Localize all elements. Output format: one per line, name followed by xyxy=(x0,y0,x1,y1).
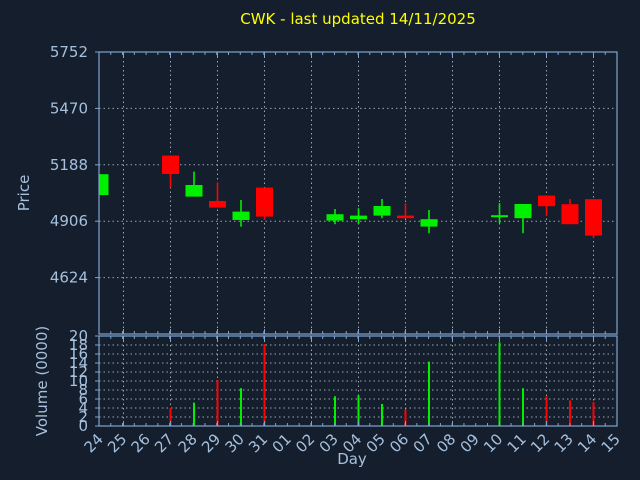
candle-body-04 xyxy=(350,215,367,220)
price-tick-5188: 5188 xyxy=(50,156,88,174)
day-tick-11: 11 xyxy=(504,430,530,456)
volume-bar-06 xyxy=(404,409,407,426)
candles xyxy=(99,155,602,239)
candle-body-03 xyxy=(326,214,344,221)
day-tick-04: 04 xyxy=(339,430,365,456)
volume-bar-03 xyxy=(334,396,336,426)
volume-bar-13 xyxy=(569,400,571,426)
volume-tick-10: 10 xyxy=(69,372,88,390)
day-tick-09: 09 xyxy=(457,430,483,456)
volume-tick-2: 2 xyxy=(78,408,88,426)
day-tick-25: 25 xyxy=(104,430,130,456)
price-tick-5470: 5470 xyxy=(50,99,88,117)
volume-bar-29 xyxy=(216,380,219,426)
day-tick-31: 31 xyxy=(245,430,271,456)
volume-tick-12: 12 xyxy=(69,363,88,381)
axes xyxy=(95,51,618,427)
candle-body-07 xyxy=(420,219,438,227)
price-tick-5752: 5752 xyxy=(50,43,88,61)
day-tick-14: 14 xyxy=(574,430,600,456)
day-tick-29: 29 xyxy=(198,430,224,456)
volume-tick-6: 6 xyxy=(78,390,88,408)
volume-bar-28 xyxy=(193,402,195,426)
price-tick-labels: 5752 5470 5188 4906 4624 xyxy=(50,43,88,287)
day-tick-01: 01 xyxy=(269,430,295,456)
day-tick-10: 10 xyxy=(480,430,506,456)
volume-bar-31 xyxy=(263,344,266,426)
volume-bar-10 xyxy=(498,342,501,426)
candle-body-29 xyxy=(209,201,226,208)
candle-body-30 xyxy=(232,211,250,220)
day-tick-06: 06 xyxy=(386,430,412,456)
candle-body-28 xyxy=(185,185,203,197)
day-tick-labels: 2425262728293031010203040506070809101112… xyxy=(81,430,624,456)
candle-body-05 xyxy=(373,206,391,216)
day-tick-03: 03 xyxy=(316,430,342,456)
volume-tick-0: 0 xyxy=(78,417,88,435)
day-axis-label: Day xyxy=(337,450,367,468)
candle-body-24 xyxy=(99,174,109,195)
volume-bar-12 xyxy=(545,396,548,426)
candle-body-13 xyxy=(561,204,579,225)
candle-body-14 xyxy=(585,199,602,236)
volume-bar-27 xyxy=(169,408,172,426)
volume-bar-14 xyxy=(592,402,595,426)
candle-body-11 xyxy=(514,204,532,219)
volume-tick-4: 4 xyxy=(78,399,88,417)
volume-tick-18: 18 xyxy=(69,336,88,354)
day-tick-30: 30 xyxy=(222,430,248,456)
day-tick-07: 07 xyxy=(410,430,436,456)
chart-title: CWK - last updated 14/11/2025 xyxy=(240,10,476,28)
volume-bar-11 xyxy=(522,388,524,426)
day-tick-13: 13 xyxy=(551,430,577,456)
volume-bar-07 xyxy=(428,361,430,426)
day-tick-05: 05 xyxy=(363,430,389,456)
day-tick-12: 12 xyxy=(527,430,553,456)
volume-tick-16: 16 xyxy=(69,345,88,363)
day-tick-02: 02 xyxy=(292,430,318,456)
day-tick-26: 26 xyxy=(128,430,154,456)
price-tick-4906: 4906 xyxy=(50,212,88,230)
price-tick-4624: 4624 xyxy=(50,269,88,287)
candle-body-06 xyxy=(397,215,414,219)
volume-tick-14: 14 xyxy=(69,354,88,372)
day-tick-08: 08 xyxy=(433,430,459,456)
day-tick-28: 28 xyxy=(175,430,201,456)
volume-bars xyxy=(169,342,595,426)
gridlines xyxy=(99,52,617,426)
candle-body-31 xyxy=(256,187,273,217)
day-tick-15: 15 xyxy=(598,430,624,456)
volume-bar-30 xyxy=(240,388,242,426)
volume-tick-8: 8 xyxy=(78,381,88,399)
candle-body-10 xyxy=(491,215,508,218)
volume-bar-04 xyxy=(357,395,360,426)
candle-body-27 xyxy=(162,155,179,174)
volume-bar-05 xyxy=(381,403,383,426)
candle-body-12 xyxy=(538,195,555,207)
volume-tick-20: 20 xyxy=(69,327,88,345)
day-tick-27: 27 xyxy=(151,430,177,456)
